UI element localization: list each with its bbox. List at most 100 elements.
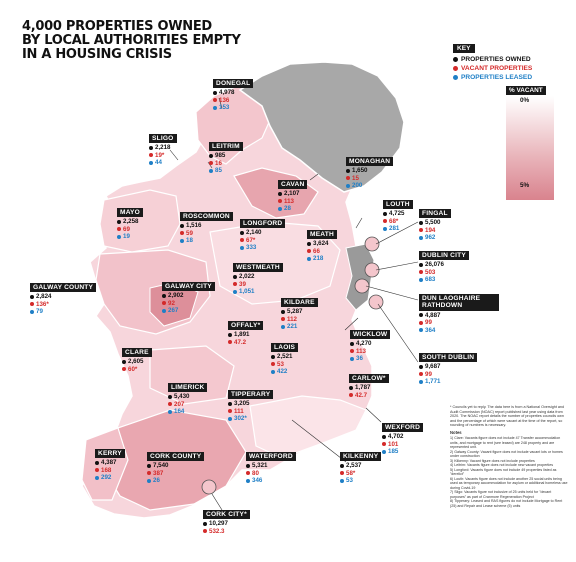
- vacant-value: 112: [281, 316, 318, 323]
- county-name: OFFALY*: [228, 321, 264, 331]
- notes-heading: Notes: [450, 429, 462, 435]
- leased-value: 153: [213, 104, 253, 111]
- county-name: SOUTH DUBLIN: [419, 353, 478, 363]
- owned-value: 4,387: [95, 459, 125, 466]
- vacant-value: 42.7: [349, 392, 389, 399]
- vacant-value: 53: [271, 361, 298, 368]
- county-name: DUN LAOGHAIRE RATHDOWN: [419, 294, 499, 311]
- county-name: KERRY: [95, 449, 125, 459]
- county-name: CARLOW*: [349, 374, 389, 384]
- note-item: 2) Galway County: Vacant figure does not…: [450, 449, 563, 459]
- note-item: 5) Longford: Vacants figure does not inc…: [450, 467, 557, 477]
- county-name: SLIGO: [149, 134, 177, 144]
- county-name: LIMERICK: [168, 383, 208, 393]
- owned-value: 26,076: [419, 261, 469, 268]
- owned-value: 2,140: [240, 229, 285, 236]
- leased-value: 302*: [228, 415, 273, 422]
- leased-value: 44: [149, 159, 177, 166]
- county-name: CORK CITY*: [203, 510, 250, 520]
- leased-value: 200: [346, 182, 393, 189]
- owned-value: 985: [209, 152, 243, 159]
- owned-value: 2,824: [30, 293, 96, 300]
- vacant-value: 80: [246, 470, 296, 477]
- county-label-donegal: DONEGAL 4,978 136 153: [213, 79, 254, 112]
- leased-value: 364: [419, 327, 499, 334]
- vacant-value: 168: [95, 467, 125, 474]
- county-name: CAVAN: [278, 180, 308, 190]
- county-label-dublin-city: DUBLIN CITY 26,076 503 683: [419, 251, 469, 284]
- vacant-value: 99: [419, 319, 499, 326]
- owned-value: 7,540: [147, 462, 204, 469]
- key-heading: KEY: [453, 44, 475, 53]
- vacant-value: 66: [307, 248, 337, 255]
- vacant-value: 101: [382, 441, 423, 448]
- vacancy-scale: % VACANT 0% 5%: [506, 86, 554, 200]
- vacant-dot-icon: [453, 65, 458, 71]
- vacant-value: 19*: [149, 152, 177, 159]
- vacant-value: 113: [350, 348, 390, 355]
- owned-value: 4,978: [213, 89, 253, 96]
- county-label-laois: LAOIS 2,521 53 422: [271, 343, 299, 376]
- leased-value: 79: [30, 308, 96, 315]
- vacant-value: 207: [168, 401, 207, 408]
- vacant-value: 387: [147, 470, 204, 477]
- leased-value: 292: [95, 474, 125, 481]
- key-vacant: VACANT PROPERTIES: [453, 64, 532, 73]
- leased-value: 218: [307, 255, 337, 262]
- vacant-value: 67*: [240, 237, 285, 244]
- leased-value: 26: [147, 477, 204, 484]
- map-title: 4,000 PROPERTIES OWNED BY LOCAL AUTHORIT…: [22, 20, 241, 62]
- south-dublin-marker: [368, 294, 384, 310]
- county-label-waterford: WATERFORD 5,321 80 346: [246, 452, 296, 485]
- leased-value: 683: [419, 276, 469, 283]
- county-label-mayo: MAYO 2,258 69 19: [117, 208, 143, 241]
- owned-value: 2,537: [340, 462, 381, 469]
- owned-value: 5,287: [281, 308, 318, 315]
- county-name: FINGAL: [419, 209, 451, 219]
- map-key: KEY PROPERTIES OWNED VACANT PROPERTIES P…: [453, 44, 532, 82]
- owned-value: 1,891: [228, 331, 263, 338]
- scale-gradient: [506, 96, 554, 200]
- county-name: LONGFORD: [240, 219, 286, 229]
- county-label-offaly: OFFALY* 1,891 47.2: [228, 321, 264, 346]
- leased-value: 346: [246, 477, 296, 484]
- county-name: WICKLOW: [350, 330, 391, 340]
- owned-value: 4,887: [419, 312, 499, 319]
- key-leased: PROPERTIES LEASED: [453, 73, 532, 82]
- county-label-kilkenny: KILKENNY 2,537 58* 53: [340, 452, 382, 485]
- owned-value: 1,787: [349, 384, 389, 391]
- county-name: WEXFORD: [382, 423, 424, 433]
- owned-value: 2,107: [278, 190, 307, 197]
- county-label-dun-laoghaire: DUN LAOGHAIRE RATHDOWN 4,887 99 364: [419, 294, 499, 334]
- vacant-value: 113: [278, 198, 307, 205]
- note-item: 1) Clare: Vacants figure does not includ…: [450, 436, 561, 449]
- county-name: CORK COUNTY: [147, 452, 205, 462]
- county-name: LAOIS: [271, 343, 299, 353]
- scale-heading: % VACANT: [506, 86, 546, 95]
- title-line: IN A HOUSING CRISIS: [22, 47, 172, 62]
- owned-value: 1,516: [180, 222, 233, 229]
- vacant-value: 503: [419, 269, 469, 276]
- county-name: WESTMEATH: [233, 263, 283, 273]
- county-label-louth: LOUTH 4,725 68* 281: [383, 200, 413, 233]
- note-item: 8) Tipperary: Leased and RAS figures do …: [450, 499, 563, 508]
- leased-value: 221: [281, 323, 318, 330]
- owned-value: 5,500: [419, 219, 451, 226]
- county-label-meath: MEATH 3,624 66 218: [307, 230, 337, 263]
- county-name: DONEGAL: [213, 79, 254, 89]
- leased-value: 281: [383, 225, 413, 232]
- county-name: KILDARE: [281, 298, 318, 308]
- owned-value: 2,605: [122, 358, 152, 365]
- leased-dot-icon: [453, 74, 458, 80]
- county-name: GALWAY CITY: [162, 282, 215, 292]
- owned-value: 2,902: [162, 292, 215, 299]
- vacant-value: 15: [346, 175, 393, 182]
- vacant-value: 136: [213, 97, 253, 104]
- county-label-kerry: KERRY 4,387 168 292: [95, 449, 125, 482]
- vacant-value: 194: [419, 227, 451, 234]
- dublin-city-marker: [364, 262, 380, 278]
- leased-value: 164: [168, 408, 207, 415]
- owned-value: 10,297: [203, 520, 250, 527]
- leased-value: 53: [340, 477, 381, 484]
- county-label-longford: LONGFORD 2,140 67* 333: [240, 219, 286, 252]
